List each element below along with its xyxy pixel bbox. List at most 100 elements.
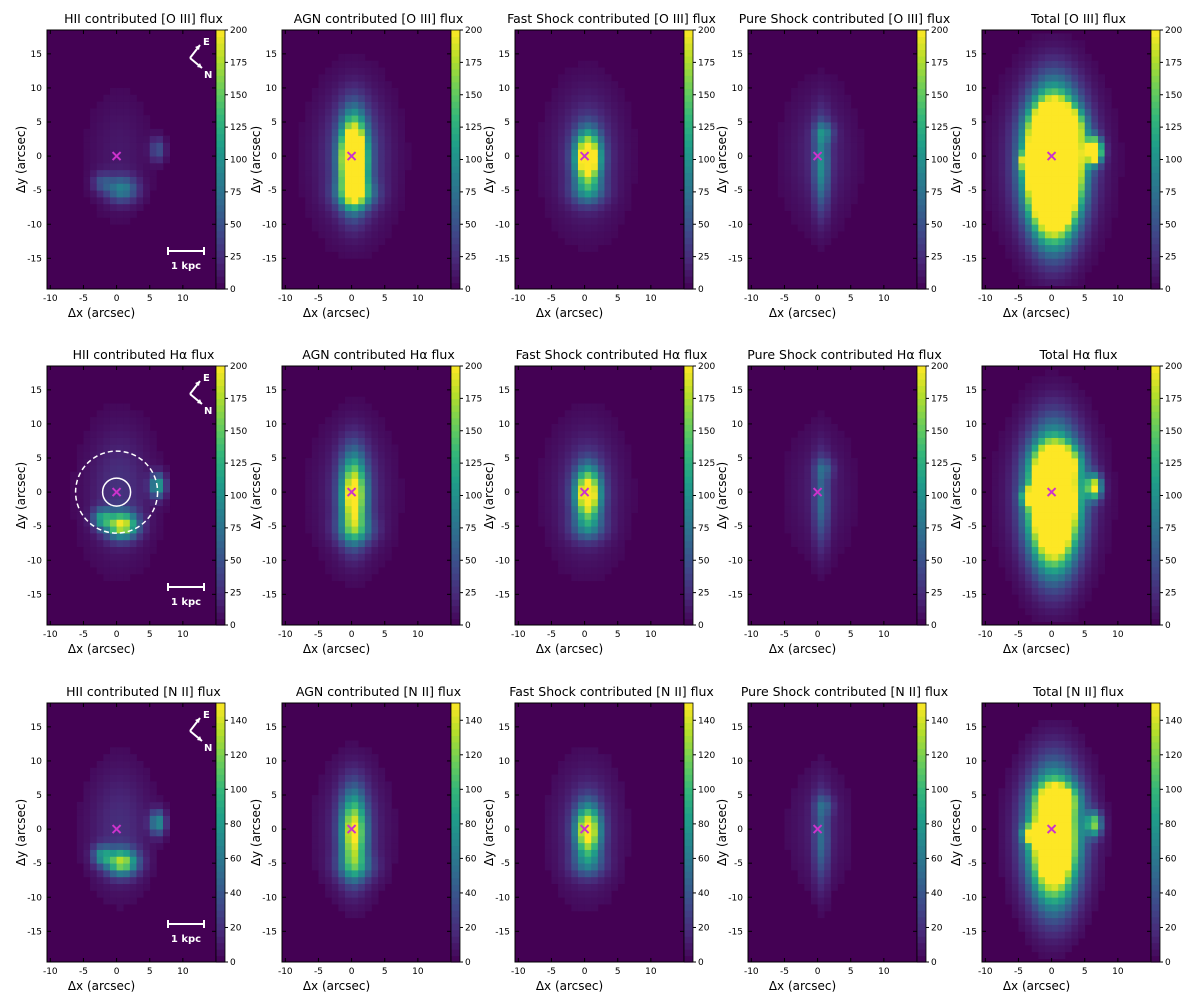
spaxel	[591, 74, 599, 82]
spaxel	[1018, 417, 1026, 425]
spaxel	[344, 210, 352, 218]
spaxel	[584, 128, 592, 137]
spaxel	[611, 217, 619, 225]
spaxel	[1058, 492, 1066, 500]
spaxel	[1078, 560, 1086, 568]
spaxel	[156, 458, 164, 466]
spaxel	[564, 492, 572, 500]
spaxel	[597, 526, 605, 534]
spaxel	[351, 539, 359, 548]
spaxel	[597, 203, 605, 212]
spaxel	[1031, 74, 1039, 82]
spaxel	[837, 526, 845, 534]
spaxel	[116, 135, 124, 143]
spaxel	[558, 94, 566, 102]
spaxel	[1111, 108, 1119, 116]
spaxel	[1044, 471, 1052, 479]
spaxel	[364, 546, 372, 554]
spaxel	[1038, 122, 1046, 130]
spaxel	[830, 492, 838, 500]
spaxel	[591, 122, 599, 130]
colorbar-segment	[216, 916, 225, 924]
spaxel	[1011, 519, 1019, 527]
spaxel	[571, 237, 579, 246]
colorbar-segment	[917, 508, 926, 516]
spaxel	[824, 423, 832, 432]
spaxel	[149, 801, 157, 810]
spaxel	[129, 890, 137, 898]
spaxel	[817, 244, 825, 252]
spaxel	[817, 176, 825, 184]
spaxel	[123, 471, 131, 479]
spaxel	[584, 196, 592, 205]
spaxel	[597, 519, 605, 527]
colorbar-segment	[684, 463, 693, 471]
spaxel	[1025, 210, 1033, 218]
spaxel	[1104, 149, 1112, 157]
spaxel	[571, 410, 579, 418]
spaxel	[824, 183, 832, 191]
x-tick-label: 0	[582, 294, 588, 304]
spaxel	[810, 162, 818, 171]
spaxel	[76, 808, 84, 816]
spaxel	[96, 876, 104, 885]
spaxel	[804, 512, 812, 520]
scale-bar	[167, 920, 205, 928]
colorbar-segment	[1151, 508, 1160, 516]
spaxel	[384, 176, 392, 184]
spaxel	[558, 430, 566, 438]
spaxel	[109, 856, 117, 864]
spaxel	[1038, 376, 1046, 384]
spaxel	[844, 108, 852, 116]
spaxel	[364, 244, 372, 252]
spaxel	[1111, 471, 1119, 479]
colorbar-segment	[1151, 618, 1160, 626]
spaxel	[90, 451, 98, 459]
spaxel	[817, 67, 825, 75]
spaxel	[351, 897, 359, 905]
spaxel	[1111, 128, 1119, 137]
spaxel	[1104, 451, 1112, 459]
spaxel	[1058, 47, 1066, 55]
spaxel	[817, 451, 825, 459]
spaxel	[991, 498, 999, 507]
spaxel	[391, 217, 399, 225]
colorbar-tick-label: 25	[465, 253, 476, 263]
spaxel	[1038, 47, 1046, 55]
spaxel	[318, 485, 326, 493]
spaxel	[305, 519, 313, 527]
spaxel	[591, 417, 599, 425]
spaxel	[991, 478, 999, 486]
spaxel	[311, 444, 319, 452]
spaxel	[344, 237, 352, 246]
colorbar-segment	[1151, 501, 1160, 510]
spaxel	[338, 573, 346, 582]
spaxel	[1091, 532, 1099, 541]
spaxel	[325, 417, 333, 425]
spaxel	[1111, 196, 1119, 205]
spaxel	[344, 403, 352, 411]
spaxel	[384, 546, 392, 554]
scale-bar-label: 1 kpc	[171, 261, 201, 272]
spaxel	[810, 519, 818, 527]
spaxel	[358, 156, 366, 164]
colorbar-segment	[216, 949, 225, 957]
spaxel	[624, 498, 632, 507]
spaxel	[850, 108, 858, 116]
spaxel	[358, 224, 366, 232]
colorbar-segment	[684, 612, 693, 620]
spaxel	[1064, 156, 1072, 164]
spaxel	[584, 74, 592, 82]
spaxel	[1071, 162, 1079, 171]
spaxel	[96, 788, 104, 796]
spaxel	[103, 760, 111, 769]
spaxel	[129, 122, 137, 130]
spaxel	[584, 430, 592, 438]
spaxel	[584, 471, 592, 479]
spaxel	[617, 471, 625, 479]
spaxel	[604, 478, 612, 486]
spaxel	[1044, 607, 1052, 616]
spaxel	[391, 539, 399, 548]
colorbar-segment	[917, 482, 926, 490]
spaxel	[123, 176, 131, 184]
